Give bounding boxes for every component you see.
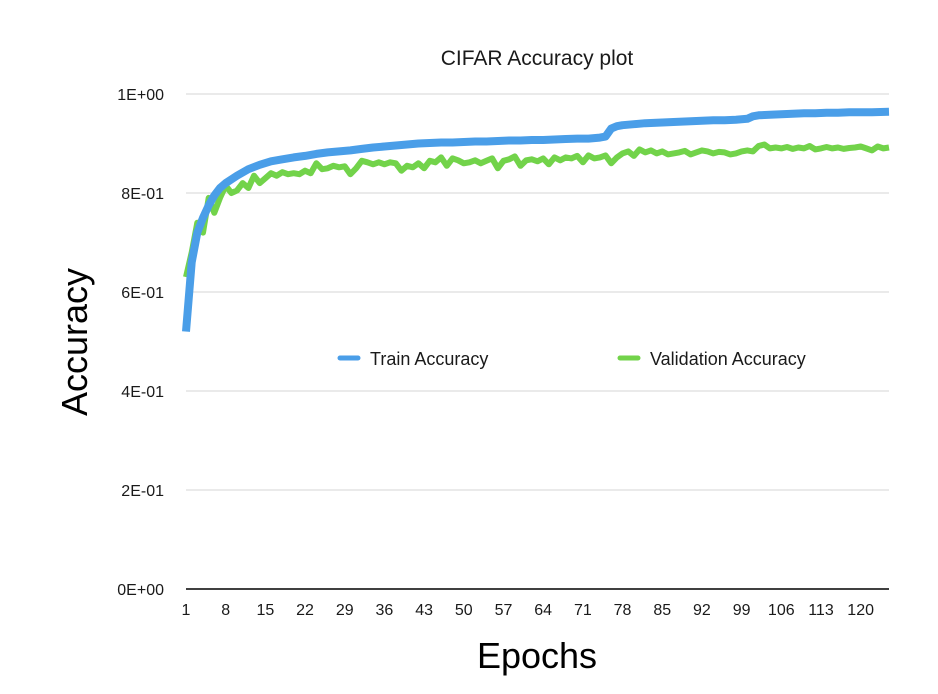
y-tick-label: 8E-01 <box>121 186 164 203</box>
x-tick-label: 1 <box>182 602 191 619</box>
legend-label-validation: Validation Accuracy <box>650 349 806 369</box>
legend-label-train: Train Accuracy <box>370 349 488 369</box>
x-tick-label: 106 <box>768 602 795 619</box>
x-tick-label: 43 <box>415 602 433 619</box>
gridlines <box>186 93 889 491</box>
train-accuracy-line <box>182 107 890 332</box>
y-axis-ticks: 0E+00 2E-01 4E-01 6E-01 8E-01 1E+00 <box>117 87 164 599</box>
x-tick-label: 85 <box>653 602 671 619</box>
x-tick-label: 113 <box>808 602 834 619</box>
legend: Train Accuracy Validation Accuracy <box>337 349 806 369</box>
x-tick-label: 120 <box>847 602 874 619</box>
x-tick-label: 8 <box>221 602 230 619</box>
x-tick-label: 22 <box>296 602 314 619</box>
x-tick-label: 78 <box>614 602 632 619</box>
y-tick-label: 0E+00 <box>117 582 164 599</box>
chart-title: CIFAR Accuracy plot <box>441 47 634 70</box>
x-tick-label: 71 <box>574 602 592 619</box>
y-axis-title: Accuracy <box>54 268 95 416</box>
x-tick-label: 50 <box>455 602 473 619</box>
x-tick-label: 29 <box>336 602 354 619</box>
y-tick-label: 4E-01 <box>121 384 164 401</box>
validation-accuracy-line <box>183 141 890 278</box>
y-tick-label: 2E-01 <box>121 483 164 500</box>
x-tick-label: 64 <box>534 602 552 619</box>
y-tick-label: 1E+00 <box>117 87 164 104</box>
x-tick-label: 15 <box>256 602 274 619</box>
x-tick-label: 57 <box>495 602 513 619</box>
x-tick-label: 36 <box>376 602 394 619</box>
x-tick-label: 99 <box>733 602 751 619</box>
series-lines <box>182 107 890 332</box>
x-tick-label: 92 <box>693 602 711 619</box>
x-axis-ticks: 1 8 15 22 29 36 43 50 57 64 71 78 85 92 99 106 113 120 <box>182 602 875 619</box>
x-axis-title: Epochs <box>477 635 597 676</box>
y-tick-label: 6E-01 <box>121 285 164 302</box>
